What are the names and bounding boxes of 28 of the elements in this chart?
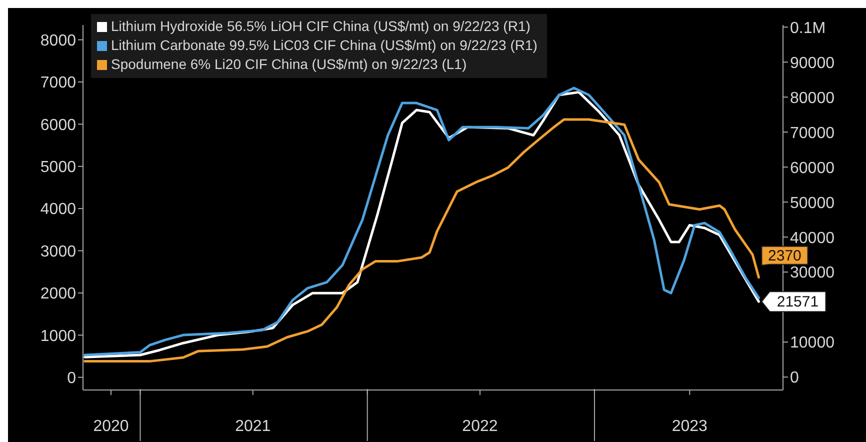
x-tick-label: 2021 <box>235 418 271 435</box>
y-tick-label: 8000 <box>40 32 76 50</box>
y-tick-label: 5000 <box>40 159 76 176</box>
x-tick-label: 2022 <box>462 418 498 435</box>
y-tick-label: 6000 <box>40 116 76 134</box>
y2-tick-label: 0 <box>790 370 799 387</box>
data-label: 2370 <box>768 247 802 264</box>
y-tick-label: 7000 <box>40 74 76 92</box>
data-label: 21571 <box>776 294 819 311</box>
y2-tick-label: 60000 <box>790 160 835 177</box>
y-tick-label: 1000 <box>40 328 76 345</box>
y2-tick-label: 0.1M <box>790 20 826 37</box>
legend-label: Lithium Carbonate 99.5% LiC03 CIF China (US$/mt) on 9/22/23 (R1) <box>111 36 538 55</box>
y-tick-label: 2000 <box>40 286 76 303</box>
legend-label: Spodumene 6% Li20 CIF China (US$/mt) on 9/22/23 (L1) <box>111 55 467 74</box>
y2-tick-label: 40000 <box>790 230 835 247</box>
y2-tick-label: 80000 <box>790 90 835 107</box>
y-tick-label: 0 <box>67 370 76 388</box>
y2-tick-label: 50000 <box>790 194 835 212</box>
x-tick-label: 2020 <box>93 418 129 435</box>
y-tick-label: 3000 <box>40 243 76 260</box>
y2-tick-label: 70000 <box>790 124 835 142</box>
x-tick-label: 2023 <box>672 418 708 435</box>
legend-label: Lithium Hydroxide 56.5% LiOH CIF China (US$/mt) on 9/22/23 (R1) <box>111 17 530 36</box>
y2-tick-label: 30000 <box>790 264 835 282</box>
y2-tick-label: 90000 <box>790 54 835 72</box>
y2-tick-label: 10000 <box>790 334 835 352</box>
y-tick-label: 4000 <box>40 201 76 218</box>
